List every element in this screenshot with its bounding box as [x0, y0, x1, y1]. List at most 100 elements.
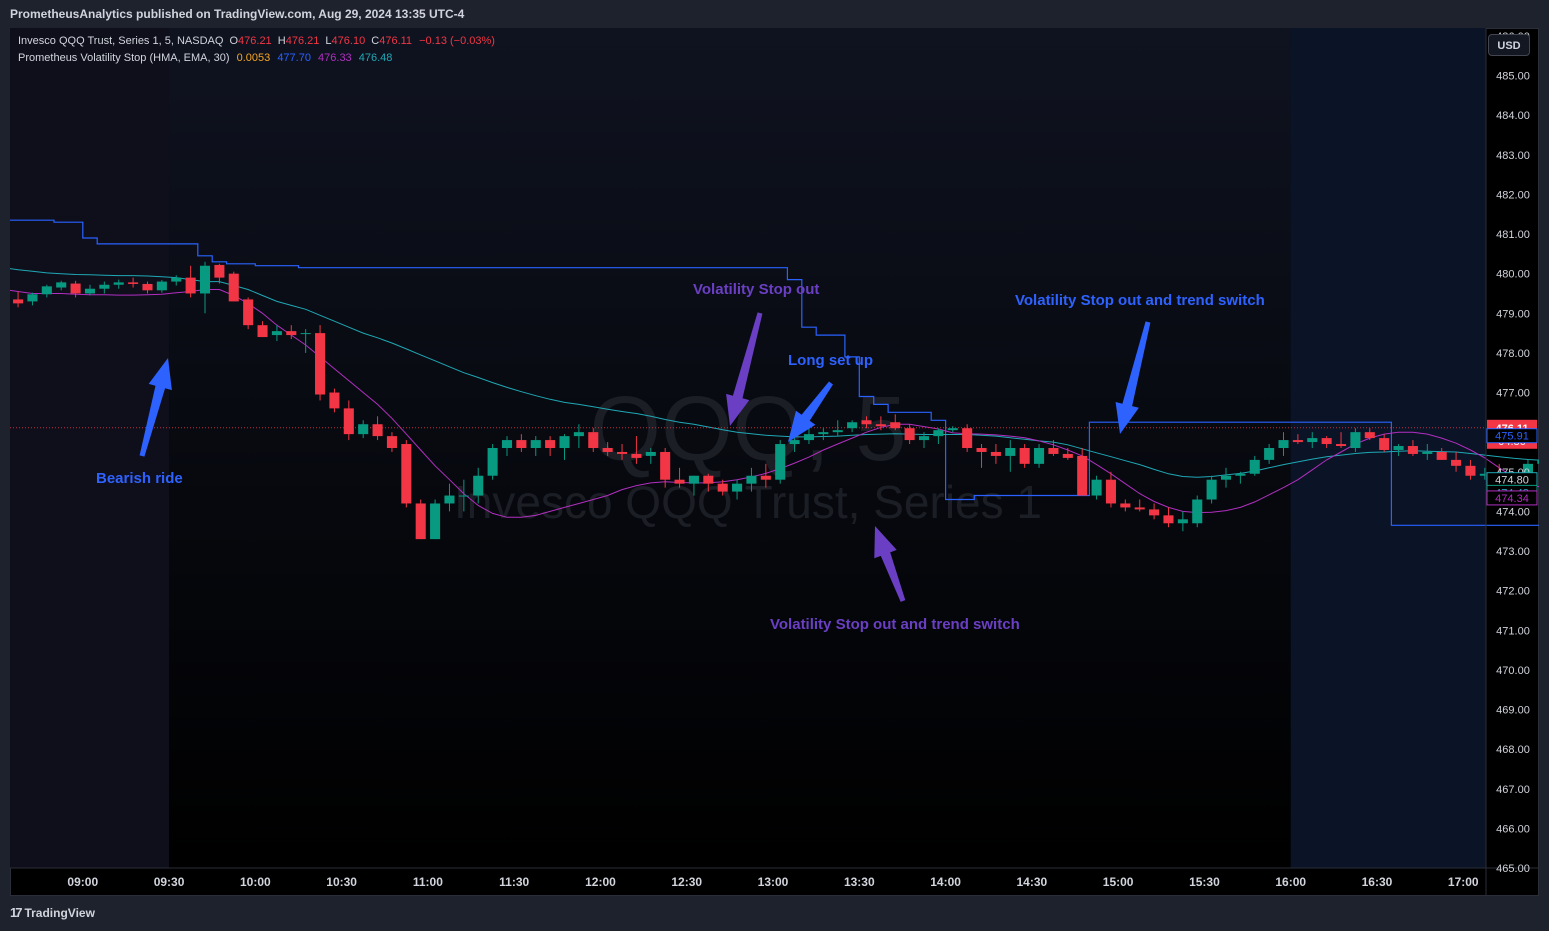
candle[interactable] — [142, 281, 153, 294]
candle[interactable] — [516, 434, 527, 452]
candle[interactable] — [1048, 440, 1059, 456]
candle[interactable] — [732, 479, 743, 500]
candle[interactable] — [660, 448, 671, 488]
candle[interactable] — [976, 444, 987, 468]
candle[interactable] — [1465, 459, 1476, 480]
candle[interactable] — [890, 414, 901, 431]
candle[interactable] — [1206, 475, 1217, 504]
candle[interactable] — [760, 463, 771, 488]
candle[interactable] — [1321, 436, 1332, 448]
candle[interactable] — [1034, 444, 1045, 468]
candle[interactable] — [904, 424, 915, 445]
candle[interactable] — [1451, 451, 1462, 472]
candle[interactable] — [156, 280, 167, 293]
candle[interactable] — [1163, 507, 1174, 528]
candle[interactable] — [214, 263, 225, 284]
candle[interactable] — [1235, 471, 1246, 484]
candle[interactable] — [962, 424, 973, 452]
candle[interactable] — [458, 479, 469, 512]
candle[interactable] — [1249, 455, 1260, 476]
price-axis[interactable]: 465.00 466.00 467.00 468.00 469.00 470.00 471.… — [1496, 31, 1530, 875]
candle[interactable] — [1479, 467, 1490, 480]
candle[interactable] — [559, 434, 570, 460]
candle[interactable] — [1120, 499, 1131, 512]
candle[interactable] — [300, 329, 311, 353]
legend-symbol[interactable]: Invesco QQQ Trust, Series 1, 5, NASDAQ — [18, 35, 224, 47]
candle[interactable] — [602, 442, 613, 456]
candle[interactable] — [1537, 456, 1539, 484]
candle[interactable] — [315, 325, 326, 401]
candle[interactable] — [1062, 448, 1073, 460]
candle[interactable] — [1278, 432, 1289, 456]
candle[interactable] — [343, 400, 354, 441]
candle[interactable] — [415, 499, 426, 540]
candle[interactable] — [645, 448, 656, 464]
currency-button[interactable]: USD — [1488, 34, 1530, 56]
candle[interactable] — [832, 420, 843, 437]
candle[interactable] — [1192, 495, 1203, 528]
candle[interactable] — [271, 325, 282, 342]
candle[interactable] — [41, 284, 52, 298]
candle[interactable] — [947, 426, 958, 433]
candle[interactable] — [1005, 440, 1016, 472]
candle[interactable] — [818, 428, 829, 441]
candle[interactable] — [286, 325, 297, 340]
candle[interactable] — [70, 280, 81, 298]
candle[interactable] — [530, 436, 541, 456]
candle[interactable] — [113, 279, 124, 289]
candle[interactable] — [545, 436, 556, 456]
candle[interactable] — [401, 440, 412, 508]
candle[interactable] — [1350, 428, 1361, 452]
time-axis[interactable]: 09:00 09:30 10:00 10:30 11:00 11:30 12:00 12:30… — [67, 875, 1478, 889]
candle[interactable] — [185, 265, 196, 298]
candle[interactable] — [631, 436, 642, 464]
candle[interactable] — [990, 444, 1001, 464]
candle[interactable] — [1077, 448, 1088, 496]
candle[interactable] — [199, 261, 211, 314]
candle[interactable] — [803, 428, 815, 445]
candle[interactable] — [746, 467, 757, 492]
candle[interactable] — [128, 277, 139, 288]
candle[interactable] — [933, 428, 944, 445]
candle[interactable] — [717, 479, 728, 496]
candle[interactable] — [358, 420, 369, 439]
candle[interactable] — [703, 473, 714, 492]
candle[interactable] — [1379, 434, 1390, 452]
candle[interactable] — [487, 444, 498, 480]
candle[interactable] — [875, 416, 886, 431]
candle[interactable] — [1335, 432, 1347, 448]
candle[interactable] — [430, 499, 441, 540]
candle[interactable] — [1264, 444, 1275, 464]
candle[interactable] — [444, 483, 455, 512]
candle[interactable] — [1364, 428, 1375, 441]
candle[interactable] — [1149, 503, 1160, 520]
candle[interactable] — [674, 467, 685, 488]
candle[interactable] — [616, 444, 628, 460]
candle[interactable] — [171, 275, 182, 286]
candle[interactable] — [861, 416, 872, 429]
candle[interactable] — [329, 388, 340, 413]
candle[interactable] — [228, 271, 239, 302]
candle[interactable] — [1177, 511, 1188, 532]
candle[interactable] — [386, 432, 397, 452]
candle[interactable] — [84, 284, 96, 296]
candle[interactable] — [13, 291, 24, 308]
candle[interactable] — [1436, 448, 1447, 460]
candle[interactable] — [27, 292, 38, 306]
legend-indicator-name[interactable]: Prometheus Volatility Stop (HMA, EMA, 30… — [18, 52, 230, 64]
candle[interactable] — [56, 280, 67, 291]
candle[interactable] — [588, 428, 599, 452]
candle[interactable] — [573, 424, 584, 448]
candle[interactable] — [918, 432, 930, 448]
candle[interactable] — [775, 440, 786, 484]
candle[interactable] — [372, 416, 383, 441]
candle[interactable] — [688, 475, 699, 496]
candle[interactable] — [1019, 444, 1030, 468]
candle[interactable] — [1393, 444, 1404, 456]
candle[interactable] — [1091, 475, 1102, 500]
candle[interactable] — [1292, 434, 1303, 445]
candle[interactable] — [1134, 499, 1145, 512]
candle[interactable] — [789, 436, 800, 452]
tradingview-logo[interactable]: 17 TradingView — [10, 905, 95, 920]
candle[interactable] — [243, 297, 254, 330]
